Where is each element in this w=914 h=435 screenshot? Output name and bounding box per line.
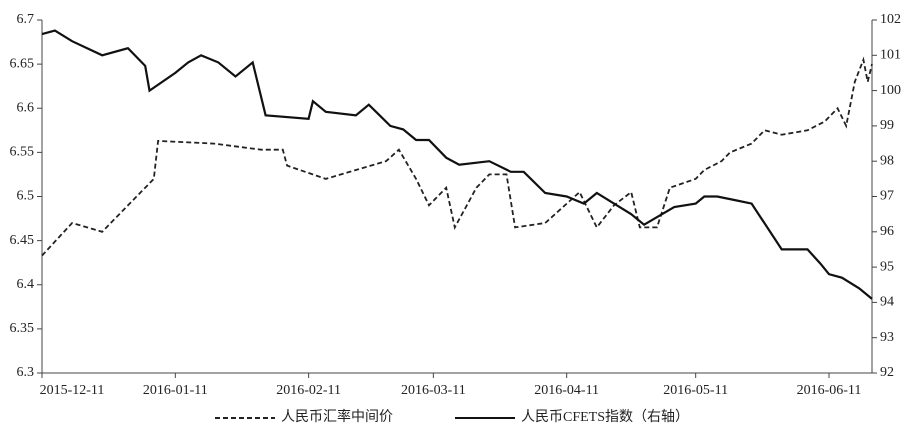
y2-tick-label: 97 (880, 189, 894, 204)
legend-label: 人民币CFETS指数（右轴） (521, 409, 689, 425)
y-tick-label: 6.6 (17, 100, 35, 115)
y-tick-label: 6.4 (17, 277, 35, 292)
y2-tick-label: 99 (880, 118, 894, 133)
x-tick-label: 2016-03-11 (401, 383, 466, 398)
y2-tick-label: 94 (880, 295, 894, 310)
y2-tick-label: 101 (880, 48, 901, 63)
y2-tick-label: 98 (880, 153, 894, 168)
y-tick-label: 6.65 (10, 56, 35, 71)
y2-tick-label: 100 (880, 83, 901, 98)
legend-label: 人民币汇率中间价 (281, 408, 393, 425)
x-tick-label: 2016-02-11 (276, 383, 341, 398)
y-tick-label: 6.5 (17, 189, 35, 204)
x-tick-label: 2016-04-11 (534, 383, 599, 398)
y-tick-label: 6.7 (17, 12, 35, 27)
y2-tick-label: 96 (880, 224, 894, 239)
x-tick-label: 2015-12-11 (40, 383, 105, 398)
y2-tick-label: 102 (880, 12, 901, 27)
y2-tick-label: 92 (880, 365, 894, 380)
x-tick-label: 2016-06-11 (797, 383, 862, 398)
y-tick-label: 6.45 (10, 233, 35, 248)
series-line (41, 29, 873, 300)
y-tick-label: 6.3 (17, 365, 35, 380)
y2-tick-label: 95 (880, 259, 894, 274)
x-tick-label: 2016-01-11 (143, 383, 208, 398)
y2-tick-label: 93 (880, 330, 894, 345)
y-tick-label: 6.55 (10, 145, 35, 160)
x-tick-label: 2016-05-11 (663, 383, 728, 398)
y-tick-label: 6.35 (10, 321, 35, 336)
series-line (41, 56, 873, 257)
